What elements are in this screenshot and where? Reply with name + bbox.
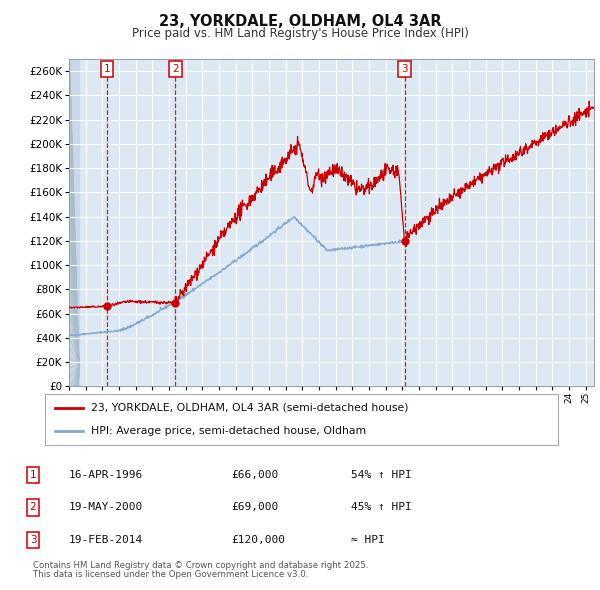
Text: 23, YORKDALE, OLDHAM, OL4 3AR: 23, YORKDALE, OLDHAM, OL4 3AR [158,14,442,30]
Text: 2: 2 [29,503,37,512]
Text: This data is licensed under the Open Government Licence v3.0.: This data is licensed under the Open Gov… [33,571,308,579]
Text: HPI: Average price, semi-detached house, Oldham: HPI: Average price, semi-detached house,… [91,427,366,437]
Text: Price paid vs. HM Land Registry's House Price Index (HPI): Price paid vs. HM Land Registry's House … [131,27,469,40]
Text: 19-MAY-2000: 19-MAY-2000 [69,503,143,512]
Text: £66,000: £66,000 [231,470,278,480]
Text: 16-APR-1996: 16-APR-1996 [69,470,143,480]
Text: ≈ HPI: ≈ HPI [351,535,385,545]
Text: £120,000: £120,000 [231,535,285,545]
Text: 1: 1 [29,470,37,480]
Text: 45% ↑ HPI: 45% ↑ HPI [351,503,412,512]
Text: 1: 1 [104,64,110,74]
Text: £69,000: £69,000 [231,503,278,512]
Text: 23, YORKDALE, OLDHAM, OL4 3AR (semi-detached house): 23, YORKDALE, OLDHAM, OL4 3AR (semi-deta… [91,402,409,412]
Bar [69,59,79,386]
Text: 54% ↑ HPI: 54% ↑ HPI [351,470,412,480]
Text: 2: 2 [172,64,179,74]
Text: Contains HM Land Registry data © Crown copyright and database right 2025.: Contains HM Land Registry data © Crown c… [33,561,368,570]
Text: 3: 3 [29,535,37,545]
Text: 19-FEB-2014: 19-FEB-2014 [69,535,143,545]
Text: 3: 3 [401,64,408,74]
